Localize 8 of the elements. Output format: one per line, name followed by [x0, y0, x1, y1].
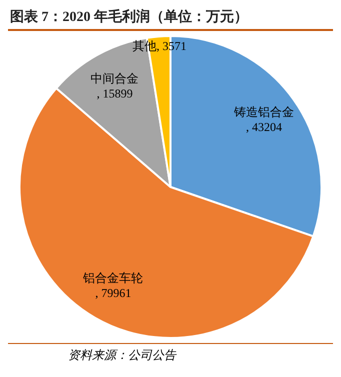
slice-label: 铸造铝合金 [232, 105, 294, 120]
data-label: , 43204 [246, 120, 282, 134]
chart-title: 图表 7：2020 年毛利润（单位：万元） [8, 8, 333, 31]
slice-label: 中间合金 [90, 71, 139, 86]
data-label: , 15899 [96, 86, 133, 100]
text: 资料来源：公司公告 [8, 343, 333, 364]
data-label: , 79961 [95, 286, 132, 300]
slice-label: 铝合金车轮 [82, 271, 144, 286]
